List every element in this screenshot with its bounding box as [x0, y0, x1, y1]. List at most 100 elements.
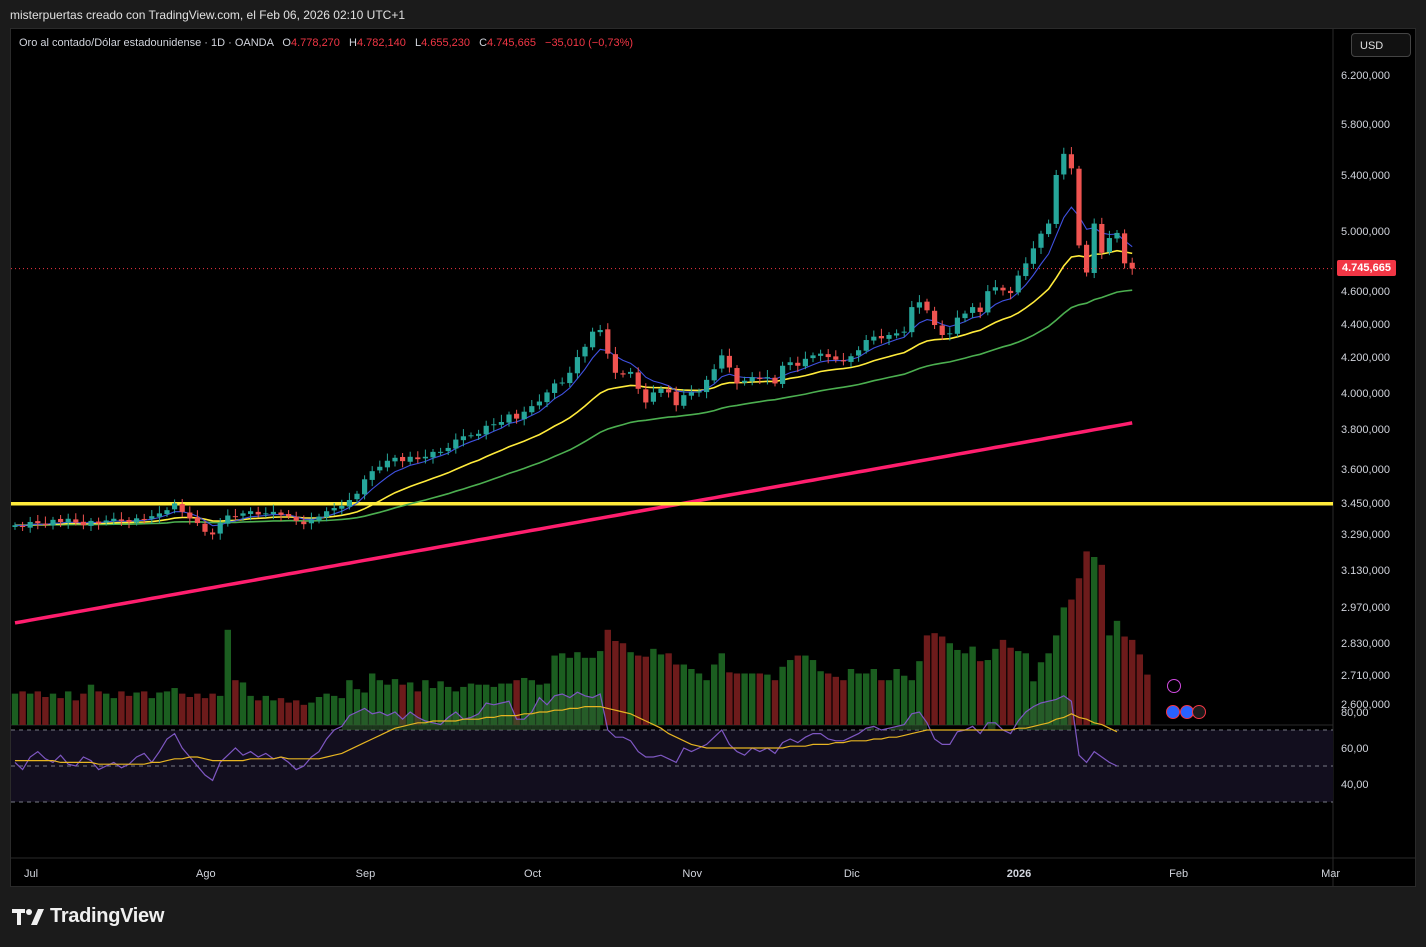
- candle-body: [20, 525, 26, 527]
- candle-body: [293, 516, 299, 521]
- price-axis-tick: 2.830,000: [1341, 638, 1390, 650]
- volume-bar: [399, 684, 406, 725]
- candle-body: [1091, 223, 1097, 273]
- candle-body: [529, 406, 535, 413]
- candle-body: [772, 377, 778, 384]
- time-axis-label: Ago: [196, 868, 216, 880]
- volume-bar: [840, 680, 847, 725]
- candle-body: [666, 389, 672, 393]
- candle-body: [635, 372, 641, 389]
- candle-body: [1084, 244, 1090, 273]
- rsi-background-band: [11, 730, 1333, 802]
- price-axis-tick: 4.400,000: [1341, 319, 1390, 331]
- volume-bar: [262, 695, 269, 725]
- candle-body: [445, 447, 451, 452]
- candle-body: [536, 401, 542, 406]
- time-axis-label: Oct: [524, 868, 541, 880]
- volume-bar: [72, 700, 79, 725]
- volume-bar: [680, 664, 687, 725]
- symbol-legend: Oro al contado/Dólar estadounidense · 1D…: [19, 37, 633, 49]
- rsi-overbought-fill: [592, 694, 601, 730]
- volume-bar: [809, 660, 817, 725]
- volume-bar: [1060, 607, 1067, 725]
- volume-bar: [817, 671, 824, 725]
- ema-fast-line: [14, 206, 1133, 527]
- volume-bar: [665, 653, 672, 725]
- candle-body: [605, 329, 611, 354]
- volume-bar: [863, 673, 870, 725]
- volume-bar: [1030, 681, 1037, 725]
- time-axis-label: Feb: [1169, 868, 1188, 880]
- candle-body: [1114, 232, 1120, 239]
- volume-bar: [992, 648, 999, 725]
- volume-bar: [110, 698, 117, 725]
- volume-bar: [1053, 635, 1060, 725]
- rsi-overbought-fill: [1033, 703, 1041, 730]
- dividend-event-icon[interactable]: [1167, 679, 1181, 693]
- price-axis-tick: 6.200,000: [1341, 70, 1390, 82]
- volume-bar: [376, 680, 383, 725]
- price-axis-tick: 4.000,000: [1341, 388, 1390, 400]
- candle-body: [582, 346, 588, 357]
- rsi-overbought-fill: [455, 712, 464, 730]
- volume-bar: [194, 693, 201, 725]
- volume-bar: [635, 655, 642, 725]
- volume-bar: [1015, 651, 1022, 725]
- candle-body: [552, 383, 558, 393]
- volume-bar: [878, 680, 885, 725]
- rsi-axis-tick: 60,00: [1341, 743, 1369, 755]
- volume-bar: [779, 666, 786, 725]
- currency-button[interactable]: USD: [1351, 33, 1411, 57]
- candle-body: [468, 435, 474, 437]
- candle-body: [80, 521, 86, 526]
- volume-bar: [1091, 557, 1098, 725]
- candle-body: [620, 373, 626, 375]
- candle-body: [673, 391, 679, 406]
- price-axis-tick: 3.600,000: [1341, 464, 1390, 476]
- volume-bar: [118, 691, 125, 725]
- rsi-ma-line: [15, 706, 1118, 765]
- tradingview-logo[interactable]: TradingView: [12, 905, 164, 928]
- volume-bar: [1121, 636, 1128, 725]
- candle-body: [521, 411, 527, 420]
- us-flag-event-icon[interactable]: [1192, 705, 1206, 719]
- tradingview-logo-icon: [12, 908, 44, 925]
- legend-close-label: C: [479, 37, 488, 49]
- legend-symbol[interactable]: Oro al contado/Dólar estadounidense · 1D…: [19, 37, 274, 49]
- rsi-overbought-fill: [1063, 695, 1072, 730]
- candle-body: [719, 355, 725, 369]
- candle-body: [134, 518, 140, 523]
- chart-frame[interactable]: 6.200,000 5.800,000 5.400,000 5.000,000 4.60…: [10, 28, 1416, 887]
- volume-bar: [528, 680, 535, 725]
- candle-body: [438, 451, 444, 453]
- volume-bar: [391, 679, 399, 725]
- candle-body: [985, 291, 991, 313]
- rsi-overbought-fill: [904, 713, 912, 730]
- rsi-overbought-fill: [577, 692, 585, 730]
- volume-bar: [718, 653, 725, 725]
- ema-slow-line: [15, 289, 1133, 526]
- candle-body: [833, 356, 839, 360]
- candle-body: [316, 516, 322, 521]
- volume-bar: [1007, 647, 1014, 725]
- rsi-overbought-fill: [349, 712, 357, 730]
- candle-body: [384, 460, 390, 468]
- us-flag-event-icon[interactable]: [1166, 705, 1180, 719]
- legend-change: −35,010 (−0,73%): [545, 37, 634, 49]
- candle-body: [498, 422, 504, 425]
- sma-long-line: [14, 421, 1133, 625]
- chart-canvas[interactable]: 6.200,000 5.800,000 5.400,000 5.000,000 4.60…: [11, 29, 1416, 887]
- volume-bar: [1098, 564, 1105, 725]
- candle-body: [111, 518, 117, 522]
- volume-bar: [293, 700, 300, 725]
- candle-body: [301, 521, 307, 525]
- candle-body: [232, 516, 238, 518]
- candle-body: [506, 414, 512, 423]
- price-axis-tick: 5.400,000: [1341, 170, 1390, 182]
- volume-bar: [1083, 551, 1090, 725]
- candle-body: [422, 456, 428, 459]
- rsi-overbought-fill: [516, 719, 525, 730]
- candle-body: [916, 302, 922, 308]
- rsi-overbought-fill: [539, 697, 547, 730]
- volume-bar: [581, 657, 589, 725]
